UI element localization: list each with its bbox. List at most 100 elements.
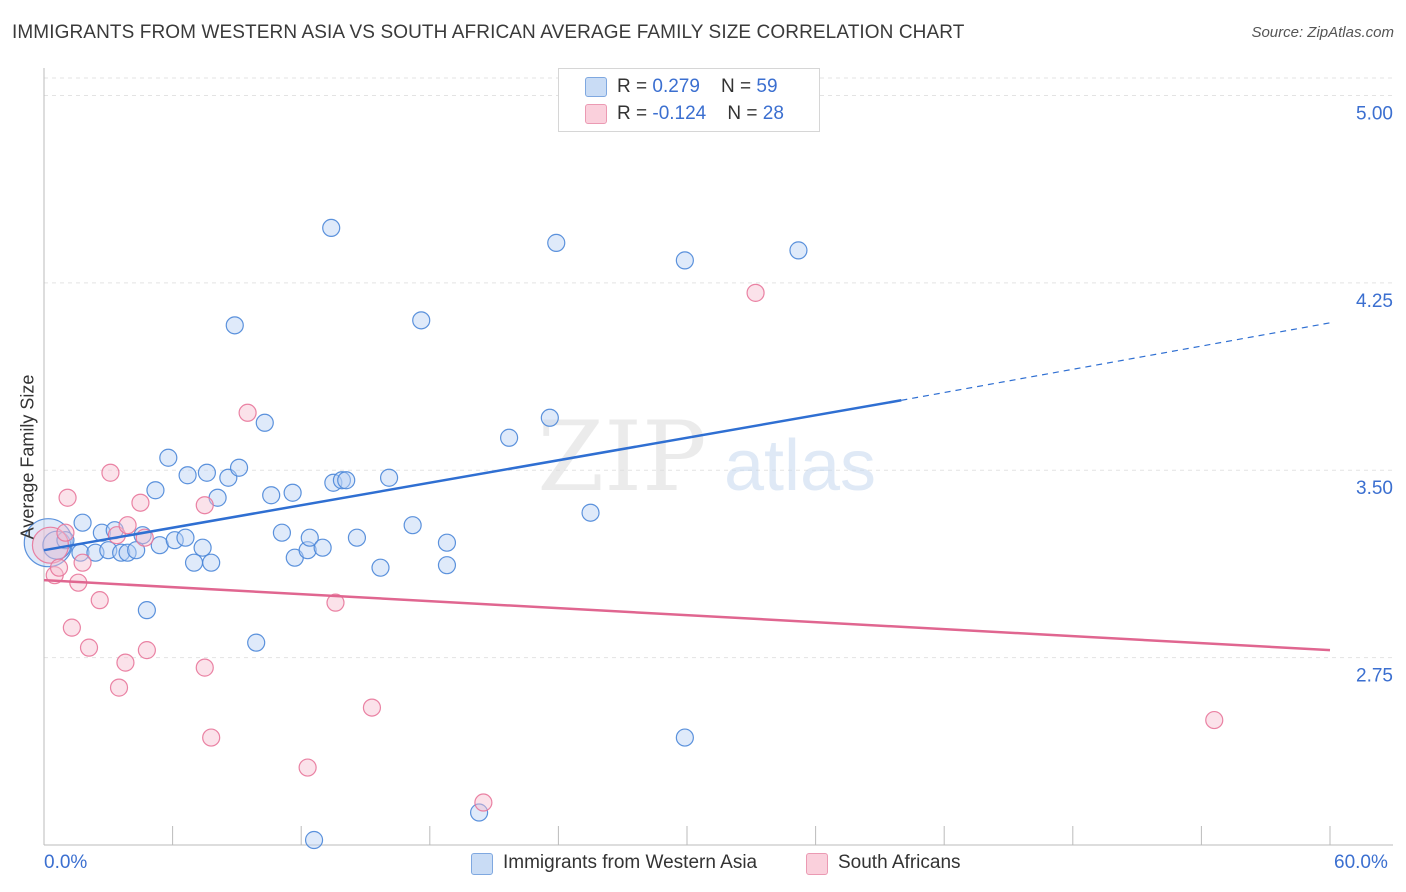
y-tick-labels: 5.00 4.25 3.50 2.75 [1356,103,1393,686]
watermark: ZIP atlas [537,401,876,513]
data-point [229,458,249,477]
data-point [362,698,382,717]
data-point [298,758,317,777]
legend-n-value: 59 [756,76,778,97]
data-point [403,516,422,535]
data-point [202,728,221,747]
y-tick-label: 3.50 [1356,478,1393,499]
legend-r-value: -0.124 [652,103,707,124]
data-point [412,311,431,330]
data-point [62,618,81,637]
bottom-legend-swatch-blue [471,853,493,875]
data-point [90,591,109,610]
bottom-legend-swatch-pink [806,853,828,875]
data-point [225,316,244,335]
data-point [371,558,390,577]
x-tick-label-max: 60.0% [1334,852,1388,873]
data-point [272,523,292,542]
trend-line-western-asia [43,399,902,552]
y-tick-label: 4.25 [1356,291,1393,312]
data-point [540,408,559,427]
data-point [73,553,92,572]
series-south-africans [31,283,1224,812]
data-point [675,251,694,270]
data-point [262,486,281,505]
data-point [197,463,216,482]
series-immigrants-western-asia [23,218,808,850]
legend-r-label: R = [617,76,653,97]
data-point [195,658,214,677]
data-point [1205,710,1224,730]
data-point [127,541,146,560]
data-point [379,468,399,487]
data-point [56,523,75,542]
data-point [58,488,77,507]
legend-n-value: 28 [762,103,784,124]
trend-line-south-africans [43,578,1331,652]
data-point [437,556,457,575]
legend-swatch-blue [585,77,607,97]
data-point [202,553,221,572]
watermark-atlas: atlas [724,426,876,506]
data-point [283,483,302,502]
data-point [116,653,135,672]
data-point [746,283,765,302]
data-point [300,528,319,547]
data-point [322,218,341,238]
source-label: Source: ZipAtlas.com [1251,24,1394,41]
data-point [118,516,137,535]
legend-r-label: R = [617,103,653,124]
data-point [304,830,324,850]
data-point [238,403,257,422]
x-tick-label-min: 0.0% [44,852,88,873]
data-point [193,538,212,557]
legend-swatch-pink [585,104,607,124]
data-point [184,553,204,572]
data-point [326,593,345,612]
data-point [150,536,169,555]
data-point [437,533,457,552]
data-point [146,481,165,500]
data-point [500,428,519,447]
data-point [469,803,489,822]
bottom-legend-label: South Africans [838,852,961,873]
data-point [165,531,184,550]
data-point [789,241,808,260]
data-point [137,601,156,620]
bottom-legend-label: Immigrants from Western Asia [503,852,758,873]
data-point [176,528,195,547]
data-point [332,471,352,490]
data-point [247,633,266,652]
correlation-legend: R = 0.279 N = 59 R = -0.124 N = 28 [558,68,820,132]
trend-line-western-asia-projection [901,322,1331,401]
data-point [79,638,99,657]
trend-lines [43,322,1331,652]
axes [43,68,1393,846]
y-axis-label: Average Family Size [17,374,38,540]
data-point [159,448,178,467]
data-point [137,641,156,660]
watermark-zip: ZIP [537,401,706,513]
data-point [195,496,214,515]
data-point [73,513,92,532]
data-point [101,463,120,482]
data-point [675,728,694,747]
data-point [313,538,332,557]
gridlines [44,77,1393,659]
legend-r-value: 0.279 [652,76,700,97]
data-point [131,493,150,512]
data-point [109,678,129,697]
data-point [178,466,197,485]
data-point [347,528,367,547]
data-point [49,558,69,577]
data-point [474,793,493,812]
chart-title: IMMIGRANTS FROM WESTERN ASIA VS SOUTH AF… [12,22,965,43]
y-tick-label: 5.00 [1356,103,1393,124]
data-point [547,233,566,252]
data-point [255,413,274,432]
data-point [581,503,600,522]
legend-n-label: N = [721,76,757,97]
y-tick-label: 2.75 [1356,666,1393,687]
data-point [337,471,356,490]
